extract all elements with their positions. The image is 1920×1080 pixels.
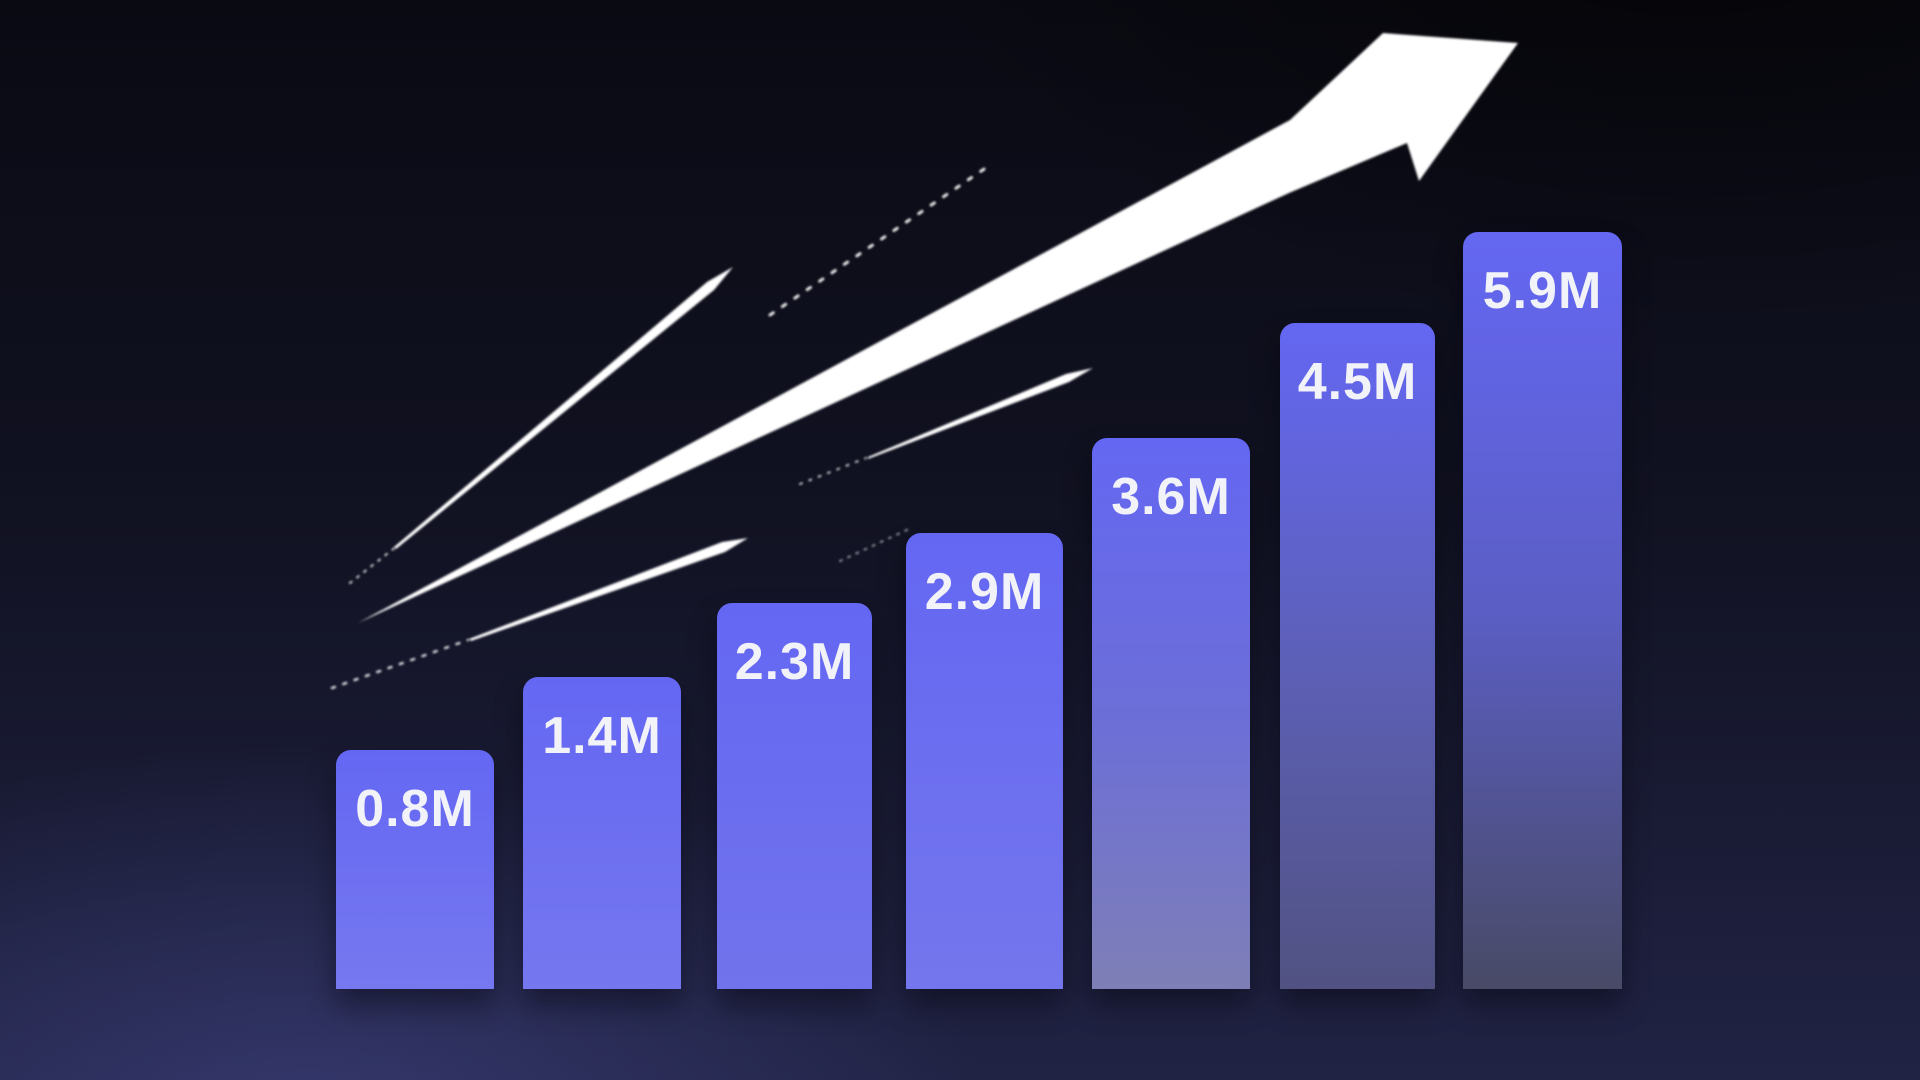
bar-column: 1.4M xyxy=(523,677,681,989)
bar-column: 4.5M xyxy=(1280,323,1435,989)
bar-column: 2.3M xyxy=(717,603,872,989)
bar-column: 2.9M xyxy=(906,533,1063,989)
bar-value-label: 3.6M xyxy=(1111,468,1231,526)
bar-value-label: 1.4M xyxy=(542,707,662,765)
bar-value-label: 4.5M xyxy=(1297,353,1418,411)
bar-column: 5.9M xyxy=(1463,232,1622,989)
bar-value-label: 2.9M xyxy=(924,563,1045,621)
bar-value-label: 5.9M xyxy=(1482,262,1603,320)
bar-value-label: 0.8M xyxy=(355,780,475,838)
bar-column: 3.6M xyxy=(1092,438,1250,989)
speed-line-dash-top-icon xyxy=(768,163,992,317)
speed-line-right-icon xyxy=(868,368,1093,459)
speed-line-dots-small-icon xyxy=(839,527,912,562)
speed-line-dash-tail-upper-icon xyxy=(348,544,399,585)
trend-arrow-icon xyxy=(358,33,1518,623)
bar-column: 0.8M xyxy=(336,750,494,989)
speed-line-dash-tail-lower-icon xyxy=(330,638,470,690)
speed-line-lower-icon xyxy=(469,538,748,641)
speed-line-upper-icon xyxy=(394,267,733,549)
bar-value-label: 2.3M xyxy=(734,633,855,691)
speed-line-dash-tail-right-icon xyxy=(798,456,868,486)
